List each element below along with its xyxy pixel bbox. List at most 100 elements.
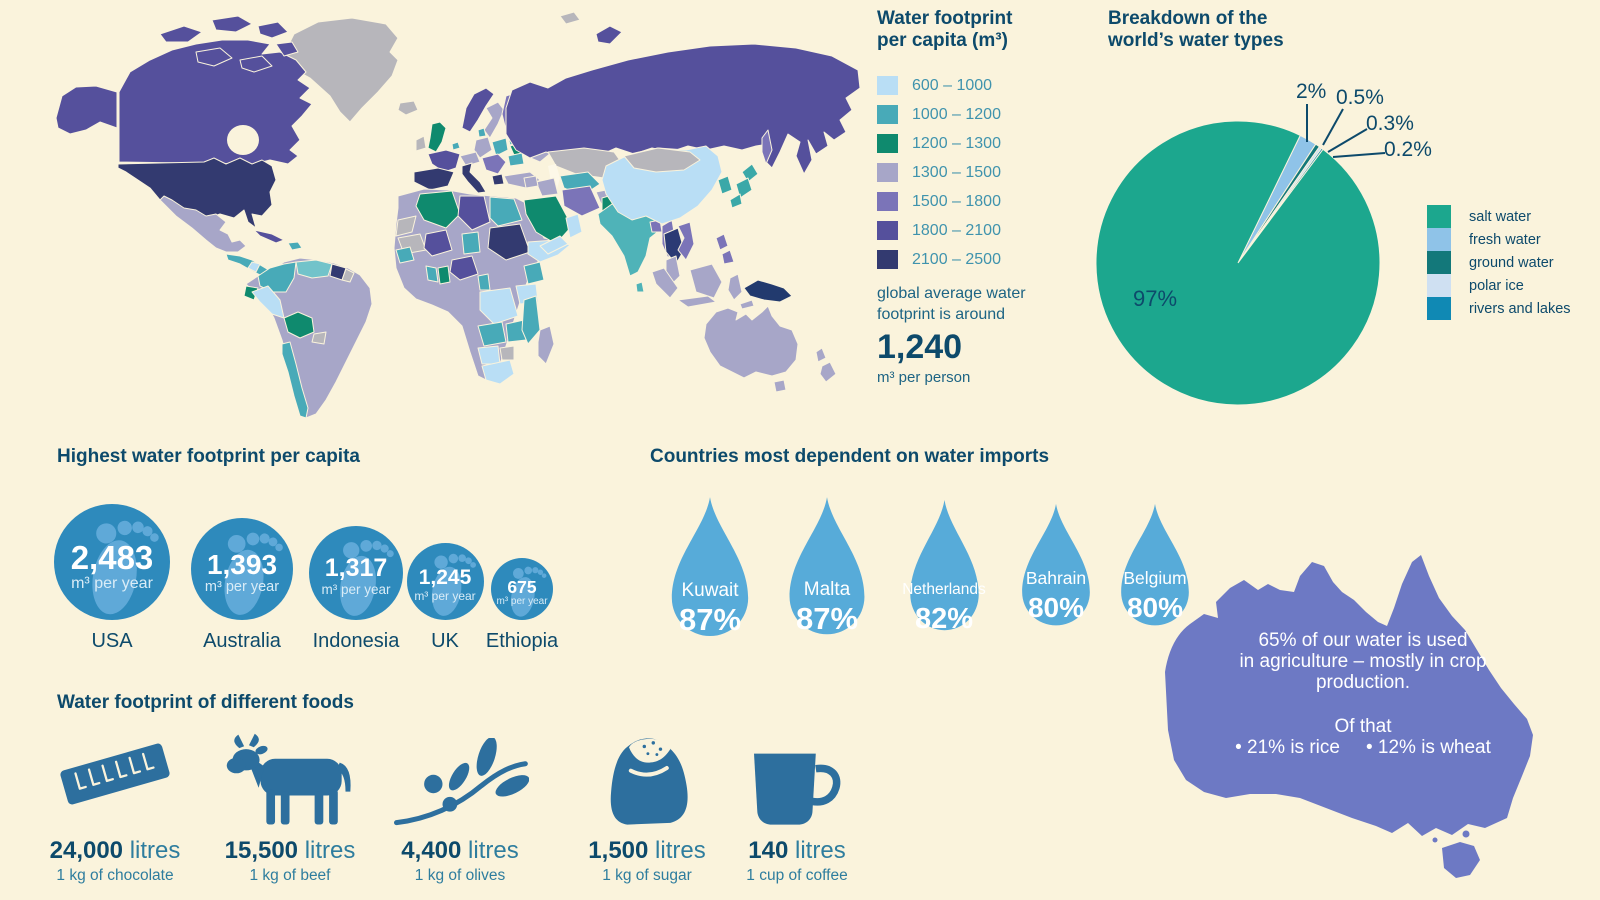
sugar-sack-wrap bbox=[547, 700, 747, 830]
footprint-unit: m³ per year bbox=[414, 589, 476, 604]
coffee-mug-icon bbox=[754, 753, 841, 825]
map-legend-note-line1: global average water bbox=[877, 285, 1026, 302]
australia-graphic: 65% of our water is used in agriculture … bbox=[1130, 530, 1600, 900]
map-legend-swatch bbox=[877, 76, 898, 95]
footprint-unit: m³ per year bbox=[71, 575, 153, 593]
pie-legend-swatch bbox=[1427, 297, 1451, 320]
food-value: 140 litres bbox=[697, 837, 897, 865]
map-legend-swatch bbox=[877, 192, 898, 211]
pie-legend-swatch bbox=[1427, 251, 1451, 274]
imports-heading: Countries most dependent on water import… bbox=[650, 446, 1050, 467]
drop-percent-value: 80% bbox=[1126, 592, 1184, 624]
footprint-country-label: Indonesia bbox=[312, 630, 400, 652]
sugar-sack-icon bbox=[610, 738, 688, 825]
chocolate-bar-wrap bbox=[15, 700, 215, 830]
australia-note-rice: • 21% is rice bbox=[1235, 737, 1340, 758]
pie-inside-label: 97% bbox=[1132, 286, 1178, 311]
food-desc: 1 kg of olives bbox=[414, 867, 506, 884]
map-legend-swatch bbox=[877, 105, 898, 124]
map-legend: Water footprint per capita (m³) 600 – 10… bbox=[877, 8, 1087, 388]
food-item-1-kg-of-sugar: 1,500 litres 1 kg of sugar bbox=[547, 700, 747, 885]
drop-country-label: Netherlands bbox=[902, 580, 986, 598]
drop-percent-value: 87% bbox=[678, 602, 742, 638]
pie-legend-item: rivers and lakes bbox=[1427, 297, 1571, 320]
australia-note-of-that: Of that bbox=[1334, 716, 1392, 737]
footprint-country-label: UK bbox=[431, 630, 459, 652]
drop-percent-value: 82% bbox=[914, 603, 974, 635]
map-legend-item: 1300 – 1500 bbox=[877, 163, 1087, 182]
water-drop-bahrain: Bahrain 80% bbox=[1009, 502, 1103, 642]
pie-title-line2: world’s water types bbox=[1108, 30, 1284, 51]
footprint-circle-indonesia: 1,317 m³ per year bbox=[309, 526, 403, 620]
water-drop-kuwait: Kuwait 87% bbox=[657, 495, 763, 655]
footprint-circle-uk: 1,245 m³ per year bbox=[406, 543, 484, 620]
footprint-unit: m³ per year bbox=[204, 579, 280, 596]
map-legend-range: 600 – 1000 bbox=[912, 76, 993, 94]
pie-legend-item: salt water bbox=[1427, 205, 1571, 228]
pie-callout-fresh-water: 2% bbox=[1296, 80, 1327, 103]
food-desc: 1 kg of sugar bbox=[602, 867, 692, 884]
australia-silhouette-icon bbox=[1165, 555, 1533, 878]
food-litres-value: 4,400 bbox=[401, 837, 462, 864]
food-litres-value: 15,500 bbox=[224, 837, 299, 864]
food-desc: 1 kg of chocolate bbox=[56, 867, 174, 884]
footprint-circle-usa: 2,483 m³ per year bbox=[54, 504, 170, 620]
pie-legend-item: polar ice bbox=[1427, 274, 1571, 297]
pie-callout-polar-ice: 0.3% bbox=[1366, 112, 1414, 135]
map-legend-note-line2: footprint is around bbox=[877, 306, 1006, 323]
map-legend-range: 2100 – 2500 bbox=[912, 250, 1001, 268]
map-legend-item: 1800 – 2100 bbox=[877, 221, 1087, 240]
footprint-value: 1,393 bbox=[206, 548, 278, 580]
food-item-1-cup-of-coffee: 140 litres 1 cup of coffee bbox=[697, 700, 897, 885]
pie-legend-label: polar ice bbox=[1469, 277, 1524, 294]
map-legend-items: 600 – 1000 1000 – 1200 1200 – 1300 1300 – 1… bbox=[877, 76, 1087, 269]
map-legend-range: 1500 – 1800 bbox=[912, 192, 1001, 210]
food-value: 1,500 litres bbox=[547, 837, 747, 865]
food-unit: litres bbox=[468, 837, 519, 864]
pie-slice-salt-water bbox=[1095, 120, 1381, 406]
map-legend-range: 1000 – 1200 bbox=[912, 105, 1001, 123]
pie-legend-item: ground water bbox=[1427, 251, 1571, 274]
australia-note-text: 65% of our water is used in agriculture … bbox=[1208, 630, 1518, 758]
map-legend-swatch bbox=[877, 134, 898, 153]
cow-wrap bbox=[190, 700, 390, 830]
drop-country-label: Malta bbox=[803, 578, 851, 600]
drop-percent-value: 80% bbox=[1027, 592, 1085, 624]
food-value: 4,400 litres bbox=[360, 837, 560, 865]
food-item-1-kg-of-olives: 4,400 litres 1 kg of olives bbox=[360, 700, 560, 885]
pie-legend-label: rivers and lakes bbox=[1469, 300, 1571, 317]
food-unit: litres bbox=[795, 837, 846, 864]
map-legend-range: 1800 – 2100 bbox=[912, 221, 1001, 239]
water-drop-malta: Malta 87% bbox=[775, 495, 879, 653]
pie-legend-label: fresh water bbox=[1469, 231, 1541, 248]
footprint-unit: m³ per year bbox=[321, 581, 391, 597]
map-legend-range: 1300 – 1500 bbox=[912, 163, 1001, 181]
food-value: 24,000 litres bbox=[15, 837, 215, 865]
pie-legend-item: fresh water bbox=[1427, 228, 1571, 251]
footprint-value: 675 bbox=[507, 576, 537, 597]
map-legend-item: 1500 – 1800 bbox=[877, 192, 1087, 211]
pie-callout-rivers-lakes: 0.2% bbox=[1384, 138, 1432, 161]
water-drop-netherlands: Netherlands 82% bbox=[897, 498, 992, 648]
map-legend-swatch bbox=[877, 163, 898, 182]
drop-country-label: Kuwait bbox=[681, 579, 739, 601]
pie-leader-lines bbox=[1306, 104, 1386, 158]
footprint-country-label: USA bbox=[91, 630, 133, 652]
pie-legend-swatch bbox=[1427, 205, 1451, 228]
map-legend-item: 1200 – 1300 bbox=[877, 134, 1087, 153]
footprint-circle-ethiopia: 675 m³ per year bbox=[491, 558, 553, 620]
australia-note-line2: in agriculture – mostly in crop bbox=[1239, 651, 1487, 672]
pie-callout-ground-water: 0.5% bbox=[1336, 86, 1384, 109]
food-litres-value: 24,000 bbox=[49, 837, 124, 864]
footprint-country-label: Australia bbox=[203, 630, 281, 652]
map-legend-item: 1000 – 1200 bbox=[877, 105, 1087, 124]
footprint-value: 1,317 bbox=[324, 554, 388, 583]
foods-heading: Water footprint of different foods bbox=[57, 692, 354, 713]
coffee-mug-wrap bbox=[697, 700, 897, 830]
cow-icon bbox=[226, 733, 351, 825]
footprint-value: 2,483 bbox=[70, 538, 154, 576]
footprint-unit: m³ per year bbox=[496, 595, 548, 607]
food-item-1-kg-of-chocolate: 24,000 litres 1 kg of chocolate bbox=[15, 700, 215, 885]
map-legend-swatch bbox=[877, 250, 898, 269]
